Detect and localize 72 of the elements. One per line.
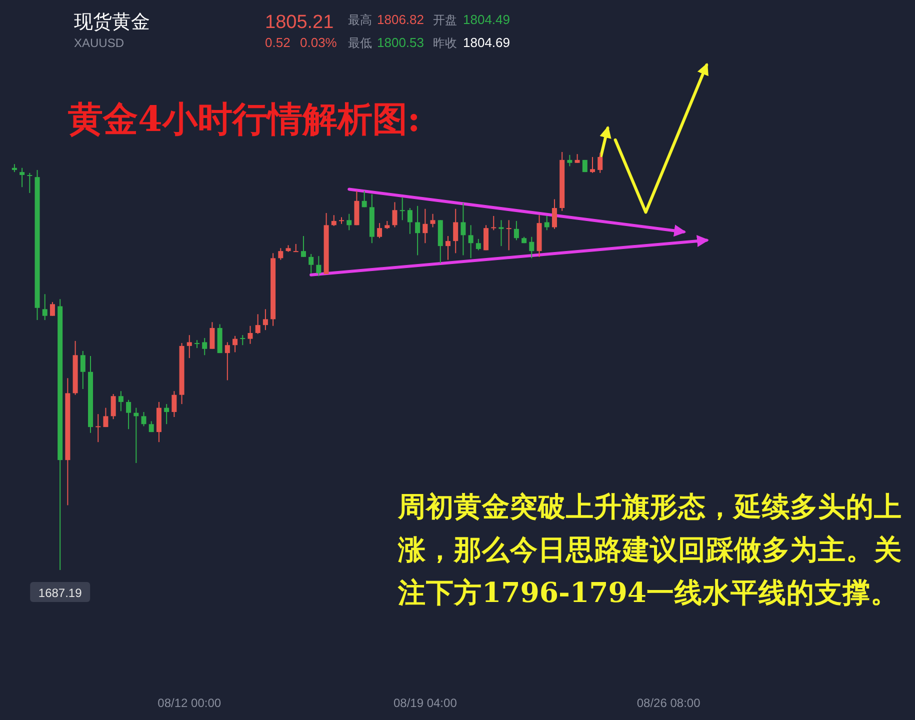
chart-subtitle: XAUUSD: [74, 36, 124, 50]
candlestick: [400, 196, 405, 221]
candlestick: [232, 335, 238, 353]
candlestick: [300, 236, 306, 258]
annotation: 周初黄金突破上升旗形态，延续多头的上涨，那么今日思路建议回踩做多为主。关注下方1796-1794一线水平线的支撑。: [398, 490, 903, 611]
candlestick: [491, 215, 496, 231]
x-tick-label: 08/26 08:00: [636, 696, 701, 710]
candlestick: [514, 220, 519, 241]
candlestick: [110, 394, 116, 420]
text: 昨收: [433, 36, 457, 50]
candlestick: [42, 294, 48, 321]
candlestick: [202, 338, 208, 356]
candlestick: [126, 399, 132, 430]
candlestick: [422, 208, 428, 244]
candlestick: [544, 215, 550, 231]
candlestick: [430, 213, 436, 228]
text: 1806.82: [377, 12, 424, 27]
annotation: 1687.19: [38, 586, 82, 600]
candlestick: [331, 214, 336, 226]
candlestick: [210, 322, 215, 350]
candlestick: [316, 256, 322, 277]
candlestick: [80, 350, 86, 390]
text: 黄金4小时行情解析图:: [68, 99, 420, 140]
candlestick: [240, 334, 246, 346]
candlestick: [262, 308, 268, 331]
candlestick: [50, 302, 55, 316]
candlestick: [141, 411, 146, 427]
candlestick: [468, 224, 474, 259]
candlestick: [362, 190, 367, 208]
chart-title: 现货黄金: [74, 12, 150, 33]
text: 0.03%: [300, 35, 338, 50]
candlestick: [172, 390, 177, 418]
candlestick: [476, 238, 481, 251]
x-tick-label: 08/12 00:00: [158, 696, 222, 710]
candlestick: [186, 334, 192, 359]
candlestick: [118, 390, 124, 412]
candlestick: [453, 208, 458, 254]
candlestick: [445, 236, 450, 260]
candlestick: [346, 213, 352, 231]
text: 0.52: [265, 35, 290, 50]
candlestick: [134, 407, 139, 464]
candlestick: [567, 154, 572, 167]
candlestick: [590, 156, 596, 174]
candlestick: [598, 152, 603, 174]
text: 1804.49: [463, 12, 510, 27]
text: 1805.21: [265, 12, 334, 33]
candlestick: [164, 404, 170, 425]
candlestick: [392, 202, 398, 228]
x-tick-label: 08/19 04:00: [393, 696, 458, 710]
candlestick: [377, 222, 382, 239]
candlestick: [248, 325, 253, 344]
candlestick: [255, 314, 260, 334]
candlestick: [552, 198, 557, 230]
text: 1800.53: [377, 35, 424, 50]
text: 最高: [348, 13, 372, 27]
text: 最低: [348, 36, 372, 50]
candlestick: [529, 236, 534, 259]
candlestick: [484, 224, 489, 251]
text: 开盘: [433, 13, 457, 27]
text: 1804.69: [463, 35, 510, 50]
candlestick: [506, 220, 512, 251]
candlestick: [308, 253, 314, 274]
candlestick: [96, 414, 101, 443]
candlestick: [103, 407, 108, 428]
candlestick: [415, 205, 420, 256]
candlestick: [224, 342, 230, 381]
candlestick: [498, 220, 504, 247]
candlestick: [278, 248, 284, 260]
candlestick: [20, 167, 25, 188]
candlestick: [27, 172, 32, 194]
candlestick: [460, 202, 466, 256]
candlestick: [407, 208, 412, 234]
